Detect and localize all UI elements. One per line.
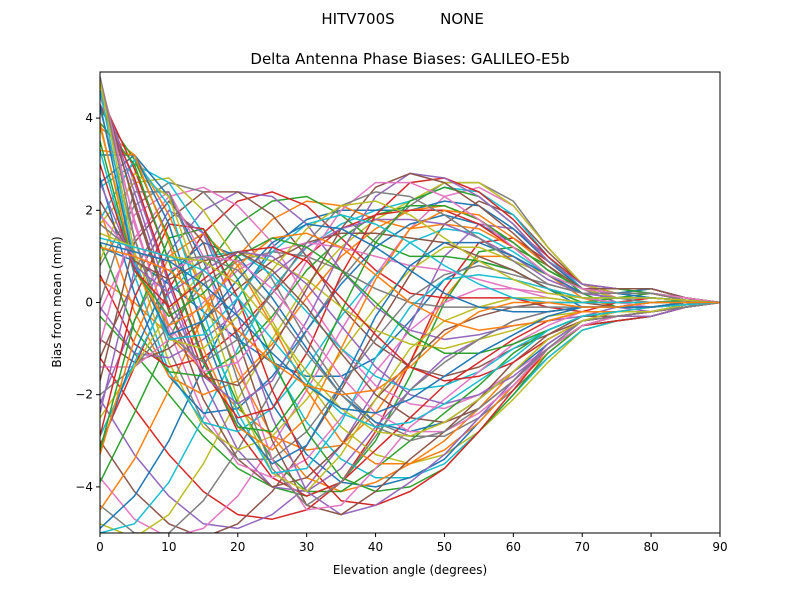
y-axis: −4 −2 0 2 4 <box>75 111 100 494</box>
x-tick-label: 60 <box>506 540 521 554</box>
x-axis-label: Elevation angle (degrees) <box>333 563 487 577</box>
series-line-67 <box>100 223 720 442</box>
series-line-55 <box>100 81 720 387</box>
y-tick-label: −4 <box>75 480 93 494</box>
y-tick-label: −2 <box>75 388 93 402</box>
series-line-59 <box>100 90 720 341</box>
x-tick-label: 40 <box>368 540 383 554</box>
x-tick-label: 20 <box>230 540 245 554</box>
chart-title: Delta Antenna Phase Biases: GALILEO-E5b <box>250 50 569 68</box>
x-tick-label: 10 <box>161 540 176 554</box>
x-axis: 0 10 20 30 40 50 60 70 80 90 <box>96 533 728 554</box>
series-layer <box>100 76 720 533</box>
series-line-58 <box>100 81 720 350</box>
x-tick-label: 90 <box>712 540 727 554</box>
x-tick-label: 0 <box>96 540 104 554</box>
series-line-43 <box>100 223 720 507</box>
suptitle-antenna: HITV700S <box>321 10 394 28</box>
suptitle-radome: NONE <box>440 10 484 28</box>
x-tick-label: 30 <box>299 540 314 554</box>
y-axis-label: Bias from mean (mm) <box>50 236 64 367</box>
y-tick-label: 0 <box>85 296 93 310</box>
series-line-57 <box>100 76 720 364</box>
y-tick-label: 2 <box>85 203 93 217</box>
x-tick-label: 50 <box>437 540 452 554</box>
x-tick-label: 70 <box>575 540 590 554</box>
series-line-71 <box>100 246 720 396</box>
y-tick-label: 4 <box>85 111 93 125</box>
series-line-69 <box>100 237 720 428</box>
x-tick-label: 80 <box>643 540 658 554</box>
